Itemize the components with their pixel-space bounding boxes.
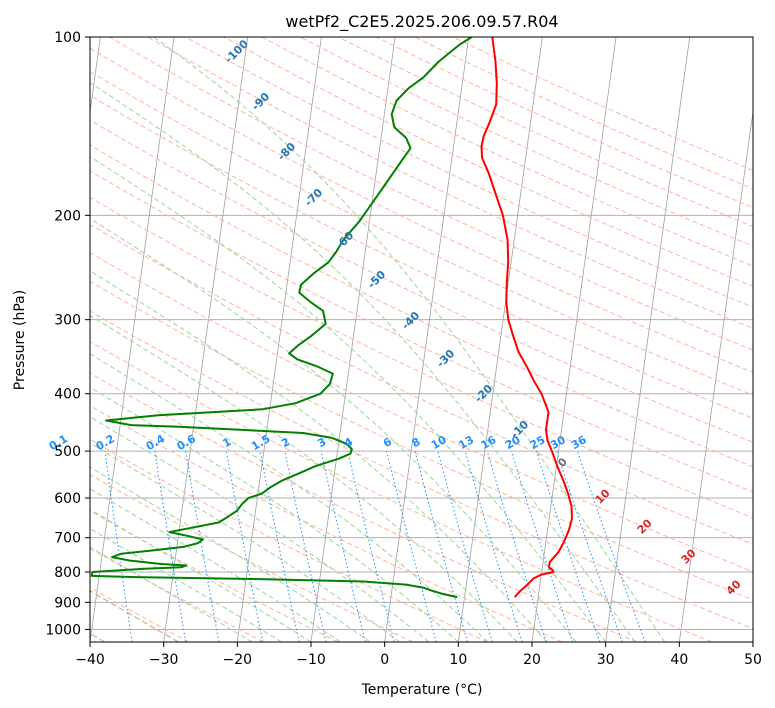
isotherm-line xyxy=(678,108,753,642)
x-tick-label: 10 xyxy=(449,652,467,668)
mixing-ratio-line xyxy=(284,451,327,642)
x-tick-label: 50 xyxy=(744,652,762,668)
y-tick-label: 600 xyxy=(54,491,81,507)
y-tick-label: 900 xyxy=(54,595,81,611)
dry-adiabat-line xyxy=(90,223,753,545)
dry-adiabat-line xyxy=(147,37,753,329)
x-tick-label: −30 xyxy=(149,652,179,668)
chart-title: wetPf2_C2E5.2025.206.09.57.R04 xyxy=(285,12,558,32)
mixing-ratio-line xyxy=(225,451,264,642)
x-tick-label: 30 xyxy=(597,652,615,668)
dry-adiabat-line xyxy=(90,70,753,396)
isotherm-line xyxy=(163,37,249,642)
moist-adiabat-line xyxy=(90,314,518,642)
mixing-ratio-line xyxy=(511,450,574,642)
mixing-ratio-line xyxy=(535,450,601,642)
y-tick-label: 500 xyxy=(54,444,81,460)
dry-adiabat-line xyxy=(90,251,753,573)
theta-e-line xyxy=(90,590,179,642)
profile-lines xyxy=(90,37,573,599)
isotherm-line xyxy=(384,37,470,642)
moist-adiabat-line xyxy=(153,37,666,642)
y-tick-label: 300 xyxy=(54,313,81,329)
y-tick-label: 1000 xyxy=(45,622,81,638)
moist-adiabat-line xyxy=(90,386,459,642)
moist-adiabat-line xyxy=(90,466,371,642)
moist-adiabat-line xyxy=(90,81,636,642)
axis-ticks: −40 −30 −20 −10 0 10 20 30 40 50 100 200 300 400 500 60… xyxy=(45,30,762,668)
y-tick-label: 400 xyxy=(54,387,81,403)
x-tick-label: 40 xyxy=(670,652,688,668)
dry-adiabat-line xyxy=(109,37,753,351)
mixing-ratio-line xyxy=(464,450,523,642)
x-tick-label: −10 xyxy=(296,652,326,668)
isotherm-line xyxy=(90,37,175,642)
temperature-profile-line xyxy=(480,37,573,598)
y-tick-label: 800 xyxy=(54,565,81,581)
y-tick-label: 700 xyxy=(54,531,81,547)
dry-adiabat-line xyxy=(90,547,264,642)
x-tick-label: 20 xyxy=(523,652,541,668)
isotherm-line xyxy=(457,37,543,642)
dewpoint-profile-line xyxy=(90,37,473,599)
moist-adiabat-line xyxy=(90,528,282,642)
dry-adiabat-line xyxy=(90,47,753,373)
mixing-ratio-line xyxy=(576,450,646,642)
mixing-ratio-line xyxy=(320,450,366,642)
y-tick-label: 200 xyxy=(54,208,81,224)
dry-adiabat-line xyxy=(90,119,753,443)
x-axis-label: Temperature (°C) xyxy=(361,682,483,698)
dry-adiabat-line xyxy=(90,196,753,519)
mixing-ratio-line xyxy=(556,450,623,642)
moist-adiabat-line xyxy=(90,156,607,642)
dry-adiabat-line xyxy=(90,280,753,601)
y-tick-label: 100 xyxy=(54,30,81,46)
dry-adiabat-line xyxy=(90,94,753,419)
moist-adiabat-line xyxy=(90,416,430,642)
background-lines xyxy=(90,37,753,642)
moist-adiabat-line xyxy=(90,546,253,642)
moist-adiabat-line xyxy=(90,442,400,642)
dry-adiabat-line xyxy=(90,439,488,642)
mixing-ratio-line xyxy=(259,451,300,642)
mixing-ratio-line xyxy=(437,450,493,642)
y-axis-label: Pressure (hPa) xyxy=(12,290,28,390)
plot-frame xyxy=(89,36,754,643)
moist-adiabat-line xyxy=(90,353,489,642)
mixing-ratio-line xyxy=(414,450,468,642)
mixing-ratio-line xyxy=(386,450,437,642)
dry-adiabat-line xyxy=(90,473,414,642)
x-tick-label: 0 xyxy=(380,652,389,668)
moist-adiabat-line xyxy=(90,217,577,642)
mixing-ratio-line xyxy=(486,450,547,642)
dry-adiabat-line xyxy=(90,310,753,630)
mixing-ratio-line xyxy=(104,451,133,642)
mixing-ratio-line xyxy=(347,450,395,642)
x-tick-label: −40 xyxy=(75,652,105,668)
x-tick-label: −20 xyxy=(223,652,253,668)
